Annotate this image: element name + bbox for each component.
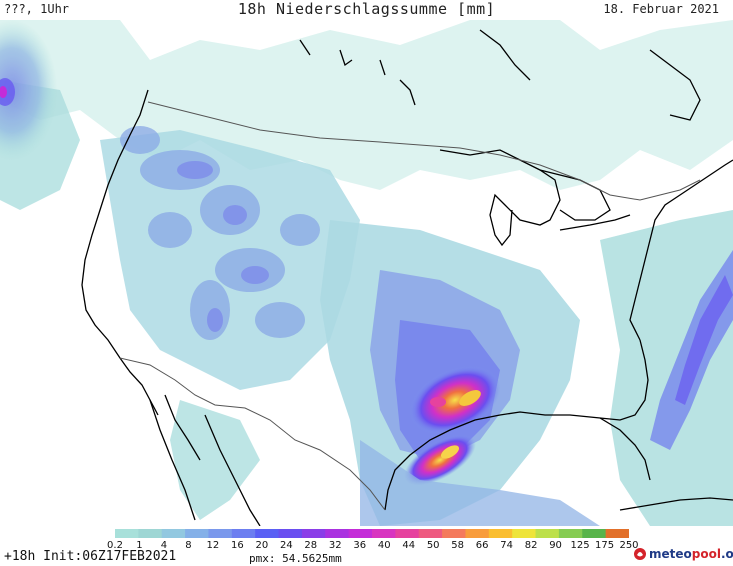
pmx-label: pmx: 54.5625mm	[249, 552, 342, 565]
legend-tick-label: 32	[328, 540, 342, 551]
legend-swatch	[185, 529, 209, 538]
coastlines	[81, 29, 733, 526]
legend-swatch	[325, 529, 350, 538]
map-title: 18h Niederschlagssumme [mm]	[237, 0, 496, 18]
logo-drop-icon	[634, 548, 646, 560]
legend-tick-label: 74	[500, 540, 513, 551]
legend-swatch	[115, 529, 139, 538]
legend-swatch	[418, 529, 443, 538]
logo-accent: pool	[691, 547, 721, 561]
legend-swatch	[278, 529, 303, 538]
legend-swatch	[488, 529, 513, 538]
legend-color-bar	[115, 529, 629, 538]
legend-swatch	[255, 529, 280, 538]
legend-swatch	[605, 529, 629, 538]
legend-tick-label: 40	[377, 540, 391, 551]
legend-tick-label: 90	[549, 540, 562, 551]
legend-tick-label: 0.2	[107, 540, 123, 551]
valid-time-label: ???, 1Uhr	[4, 2, 70, 16]
legend: 0.2 1 4 8 12 16 20 24 28 32 36 40 44 50 58 66 74 82 90 125 1…	[0, 526, 733, 566]
run-info: +18h Init:06Z17FEB2021	[4, 549, 177, 564]
header: ???, 1Uhr 18h Niederschlagssumme [mm] 18…	[0, 0, 733, 20]
legend-swatch	[138, 529, 163, 538]
legend-swatch	[465, 529, 490, 538]
legend-swatch	[395, 529, 420, 538]
precip-nw-band	[0, 20, 57, 160]
legend-swatch	[161, 529, 186, 538]
legend-tick-label: 58	[451, 540, 465, 551]
precip-heavy-core	[404, 366, 501, 486]
legend-tick-label: 175	[594, 540, 615, 551]
legend-tick-label: 250	[619, 540, 639, 551]
legend-swatch	[442, 529, 466, 538]
legend-swatch	[512, 529, 537, 538]
legend-tick-label: 28	[304, 540, 318, 551]
legend-tick-label: 66	[475, 540, 489, 551]
logo-name: meteo	[649, 547, 692, 561]
logo-suffix: .org	[720, 547, 733, 561]
legend-swatch	[301, 529, 326, 538]
precip-moderate-west-core	[177, 161, 269, 332]
legend-swatch	[208, 529, 233, 538]
legend-tick-label: 44	[402, 540, 416, 551]
legend-tick-label: 125	[570, 540, 590, 551]
legend-tick-label: 50	[426, 540, 440, 551]
precipitation-map	[0, 20, 733, 526]
legend-tick-label: 8	[185, 540, 192, 551]
legend-tick-label: 16	[231, 540, 244, 551]
date-label: 18. Februar 2021	[603, 2, 719, 16]
legend-swatch	[558, 529, 583, 538]
legend-tick-label: 24	[279, 540, 293, 551]
legend-swatch	[348, 529, 373, 538]
legend-tick-label: 12	[206, 540, 220, 551]
political-borders	[119, 101, 701, 511]
legend-swatch	[231, 529, 256, 538]
legend-swatch	[372, 529, 396, 538]
legend-tick-label: 36	[353, 540, 367, 551]
legend-tick-label: 1	[136, 540, 143, 551]
precip-gulf	[360, 440, 600, 526]
legend-tick-label: 82	[524, 540, 538, 551]
legend-tick-label: 20	[255, 540, 269, 551]
legend-tick-label: 4	[160, 540, 168, 551]
legend-swatch	[535, 529, 560, 538]
legend-swatch	[582, 529, 607, 538]
